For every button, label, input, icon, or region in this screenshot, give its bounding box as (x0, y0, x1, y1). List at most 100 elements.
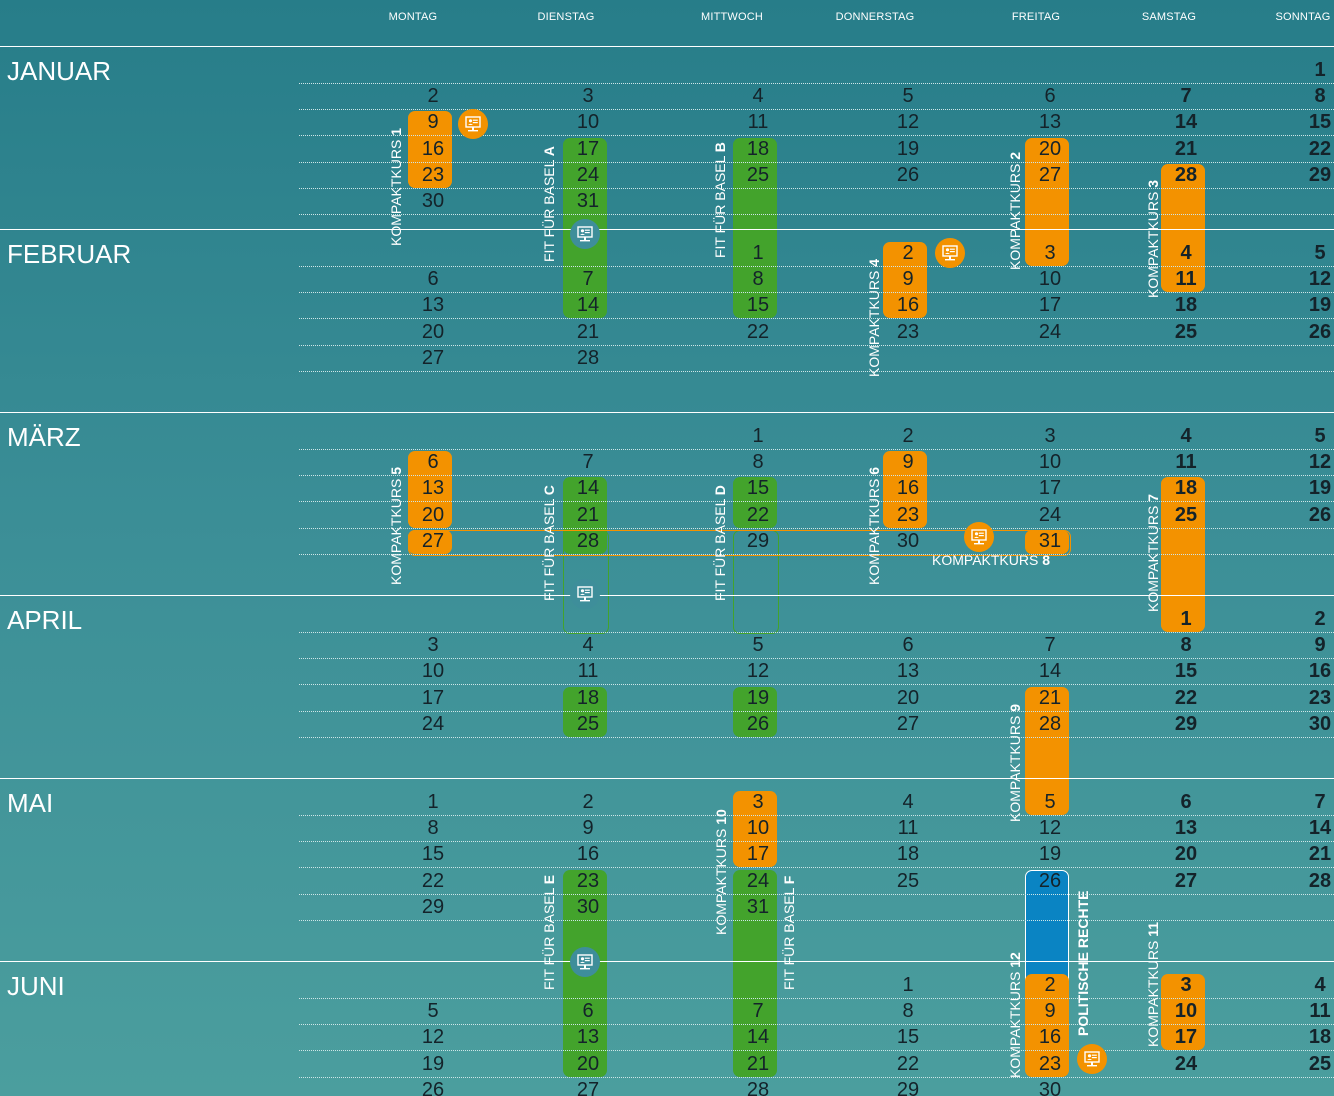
day-number: 15 (896, 1026, 920, 1049)
weekday-header-6: SONNTAG (1275, 11, 1331, 23)
course-label-text: KOMPAKTKURS (1145, 936, 1161, 1047)
course-bar-kompakt-5b[interactable] (408, 529, 452, 554)
month-name-april: APRIL (7, 605, 83, 635)
course-bar-fit-c-april[interactable] (563, 686, 607, 737)
weekday-header-5: SAMSTAG (1141, 11, 1197, 23)
month-divider (0, 46, 1334, 47)
course-label-f: FIT FÜR BASEL F (781, 876, 797, 990)
month-name-januar: JANUAR (7, 56, 112, 86)
course-label-text: KOMPAKTKURS (1007, 967, 1023, 1078)
online-session-icon[interactable] (458, 109, 488, 139)
weekday-header-2: MITTWOCH (700, 11, 764, 23)
day-number: 28 (1038, 712, 1062, 735)
week-line (299, 841, 1334, 843)
day-number: 23 (576, 869, 600, 892)
course-bar-fit-f[interactable] (733, 869, 777, 1077)
online-session-icon[interactable] (570, 219, 600, 249)
day-number: 28 (1308, 869, 1332, 892)
day-number: 18 (1174, 477, 1198, 500)
day-number: 7 (582, 268, 594, 291)
day-number: 1 (902, 974, 914, 996)
course-bar-kompakt-4[interactable] (883, 242, 927, 319)
course-label-number: 12 (1007, 952, 1023, 968)
day-number: 5 (902, 85, 914, 108)
course-bar-kompakt-5[interactable] (408, 451, 452, 528)
day-number: 24 (746, 869, 770, 892)
day-number: 26 (896, 163, 920, 186)
day-number: 30 (421, 190, 445, 212)
course-bar-fit-d[interactable] (733, 477, 777, 528)
course-bar-kompakt-9[interactable] (1025, 686, 1069, 815)
online-session-icon[interactable] (935, 238, 965, 268)
day-number: 12 (1308, 451, 1332, 474)
course-bar-kompakt-11[interactable] (1161, 974, 1205, 1051)
weekday-header-3: DONNERSTAG (835, 11, 915, 23)
week-line (299, 292, 1334, 294)
course-label-number: D (712, 485, 728, 496)
day-number: 17 (1174, 1026, 1198, 1049)
course-label-number: 3 (1145, 180, 1161, 188)
online-session-icon[interactable] (570, 947, 600, 977)
day-number: 28 (576, 346, 600, 369)
course-label-number: A (541, 146, 557, 157)
course-bar-fit-b[interactable] (733, 137, 777, 319)
course-bar-kompakt-3[interactable] (1161, 163, 1205, 293)
course-bar-kompakt-8[interactable] (1025, 529, 1069, 554)
day-number: 2 (582, 791, 594, 813)
day-number: 22 (421, 869, 445, 892)
course-label-text: KOMPAKTKURS (713, 824, 729, 935)
course-bar-kompakt-12[interactable] (1025, 974, 1069, 1077)
day-number: 23 (421, 163, 445, 186)
day-number: 6 (1044, 85, 1056, 108)
day-number: 5 (752, 634, 764, 657)
course-label-number: 4 (866, 259, 882, 267)
course-bar-kompakt-6[interactable] (883, 451, 927, 528)
course-bar-kompakt-2[interactable] (1025, 137, 1069, 266)
day-number: 17 (576, 137, 600, 160)
day-number: 3 (1180, 974, 1192, 996)
month-divider (0, 412, 1334, 413)
day-number: 27 (421, 346, 445, 369)
month-name-februar: FEBRUAR (7, 239, 132, 269)
weekday-header-4: FREITAG (1011, 11, 1061, 23)
day-number: 23 (1038, 1052, 1062, 1075)
day-number: 14 (746, 1026, 770, 1049)
course-label-c: FIT FÜR BASEL C (541, 485, 557, 601)
week-line (299, 449, 1334, 450)
day-number: 19 (1308, 294, 1332, 317)
course-bar-kompakt-10[interactable] (733, 791, 777, 868)
online-session-icon[interactable] (964, 522, 994, 552)
course-label-text: FIT FÜR BASEL (712, 495, 728, 601)
day-number: 12 (1308, 268, 1332, 291)
day-number: 3 (427, 634, 439, 657)
day-number: 2 (1314, 608, 1326, 630)
online-session-icon[interactable] (570, 579, 600, 609)
online-session-icon[interactable] (1077, 1044, 1107, 1074)
day-number: 4 (582, 634, 594, 657)
day-number: 12 (1038, 817, 1062, 840)
day-number: 23 (896, 320, 920, 343)
course-label-text: POLITISCHE RECHTE (1075, 890, 1091, 1036)
month-name-mai: MAI (7, 788, 54, 818)
day-number: 31 (746, 895, 770, 918)
course-label-text: FIT FÜR BASEL (541, 156, 557, 262)
day-number: 27 (896, 712, 920, 735)
day-number: 31 (576, 190, 600, 212)
course-bar-fit-c[interactable] (563, 477, 607, 554)
day-number: 13 (576, 1026, 600, 1049)
week-line (299, 344, 1334, 346)
course-bar-fit-d-april[interactable] (733, 686, 777, 737)
day-number: 25 (1174, 320, 1198, 343)
day-number: 14 (576, 477, 600, 500)
day-number: 2 (902, 425, 914, 447)
day-number: 2 (902, 242, 914, 264)
week-line (299, 815, 1334, 816)
day-number: 31 (1038, 529, 1062, 552)
day-number: 13 (1174, 817, 1198, 840)
day-number: 27 (421, 529, 445, 552)
course-bar-kompakt-1[interactable] (408, 111, 452, 188)
day-number: 28 (746, 1078, 770, 1096)
day-number: 1 (427, 791, 439, 813)
course-label-7: KOMPAKTKURS 7 (1145, 494, 1161, 612)
